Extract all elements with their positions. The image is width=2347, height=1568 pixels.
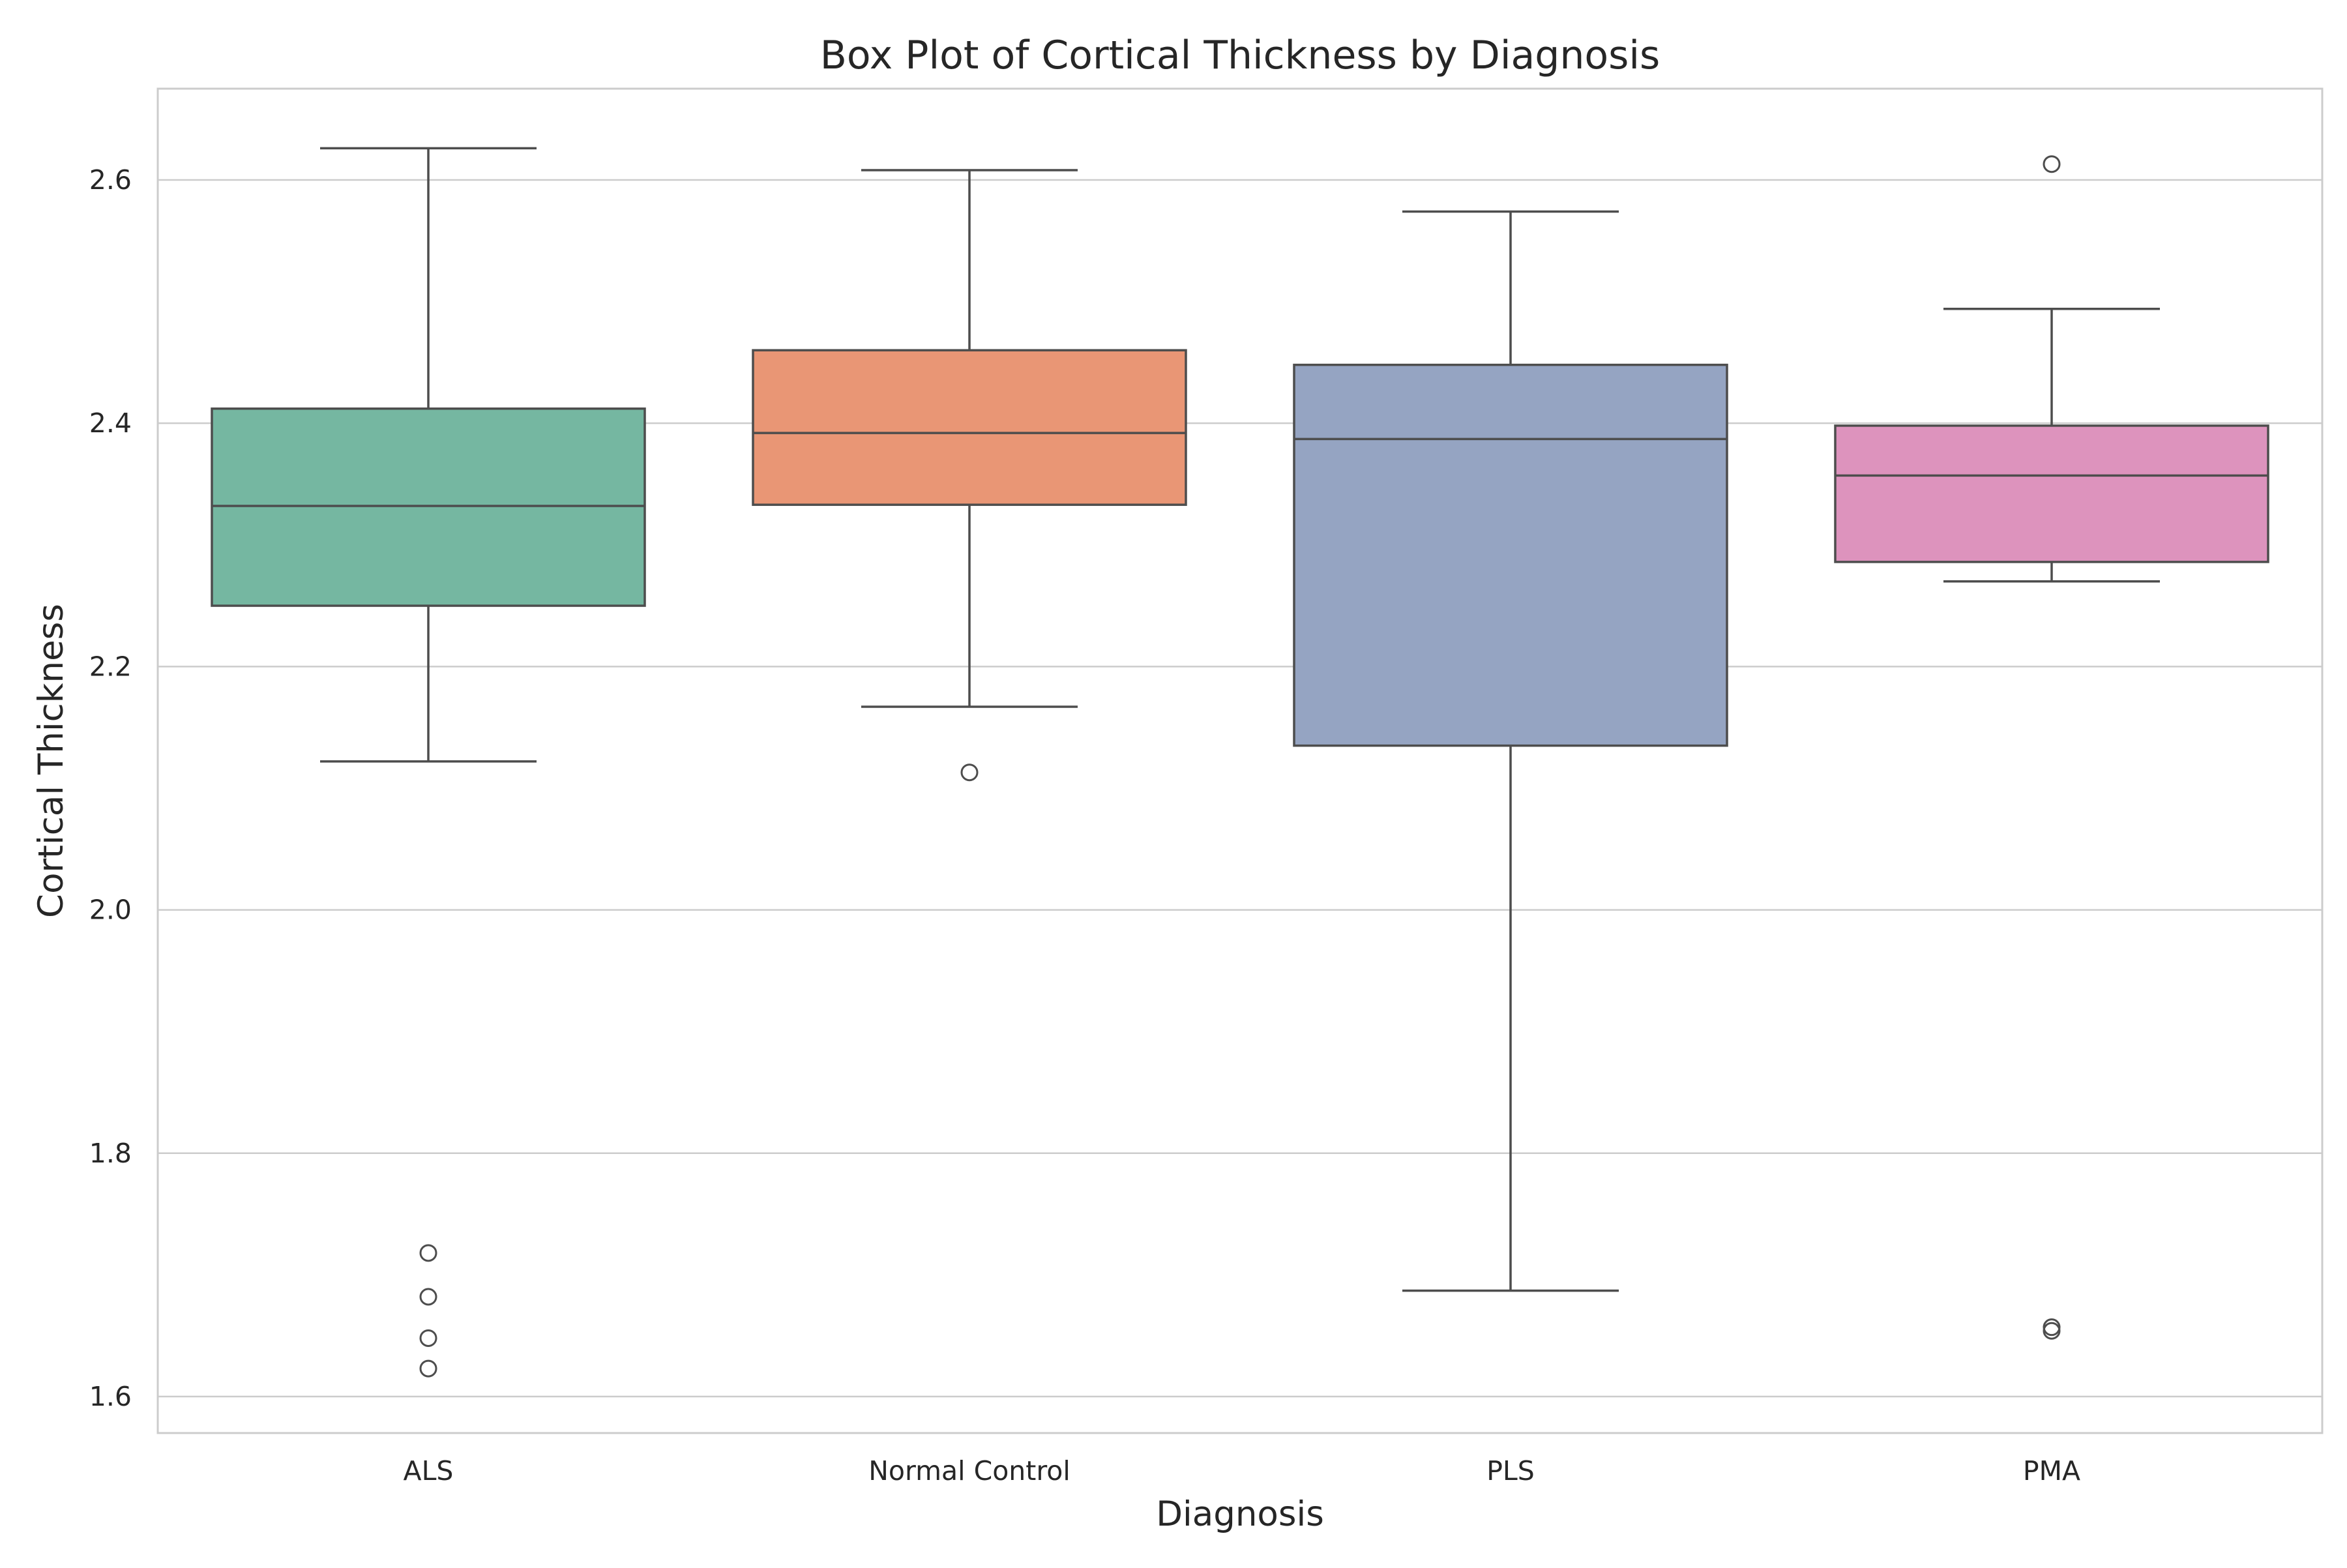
iqr-box bbox=[211, 407, 646, 607]
y-tick-label: 2.6 bbox=[89, 164, 132, 196]
x-tick-label: ALS bbox=[404, 1455, 454, 1487]
x-tick-label: PMA bbox=[2023, 1455, 2080, 1487]
y-axis-label: Cortical Thickness bbox=[31, 604, 71, 918]
x-axis-label: Diagnosis bbox=[1156, 1494, 1324, 1534]
iqr-box bbox=[752, 349, 1187, 506]
outlier-point bbox=[419, 1244, 437, 1262]
box-group bbox=[1293, 210, 1728, 1292]
outlier-point bbox=[2043, 1322, 2061, 1340]
x-tick-labels: ALS Normal Control PLS PMA bbox=[404, 1455, 2081, 1487]
grid-layer bbox=[158, 179, 2322, 1398]
y-tick-label: 2.0 bbox=[89, 895, 132, 926]
box-group bbox=[1834, 155, 2269, 1340]
box-layer bbox=[211, 147, 2269, 1378]
box-group bbox=[752, 169, 1187, 782]
x-tick-label: Normal Control bbox=[868, 1455, 1070, 1487]
outlier-point bbox=[960, 763, 979, 782]
x-tick-label: PLS bbox=[1486, 1455, 1535, 1487]
y-tick-label: 1.6 bbox=[89, 1381, 132, 1412]
y-tick-label: 1.8 bbox=[89, 1138, 132, 1169]
outlier-point bbox=[419, 1359, 437, 1378]
plot-frame bbox=[156, 87, 2324, 1434]
y-tick-label: 2.4 bbox=[89, 407, 132, 439]
outlier-point bbox=[419, 1288, 437, 1306]
outlier-point bbox=[2043, 155, 2061, 173]
iqr-box bbox=[1293, 363, 1728, 747]
chart-title: Box Plot of Cortical Thickness by Diagno… bbox=[820, 33, 1661, 78]
outlier-point bbox=[419, 1329, 437, 1347]
box-group bbox=[211, 147, 646, 1378]
y-tick-label: 2.2 bbox=[89, 651, 132, 682]
y-tick-labels: 1.6 1.8 2.0 2.2 2.4 2.6 bbox=[89, 164, 132, 1412]
iqr-box bbox=[1834, 424, 2269, 563]
outlier-point bbox=[2043, 1318, 2061, 1337]
